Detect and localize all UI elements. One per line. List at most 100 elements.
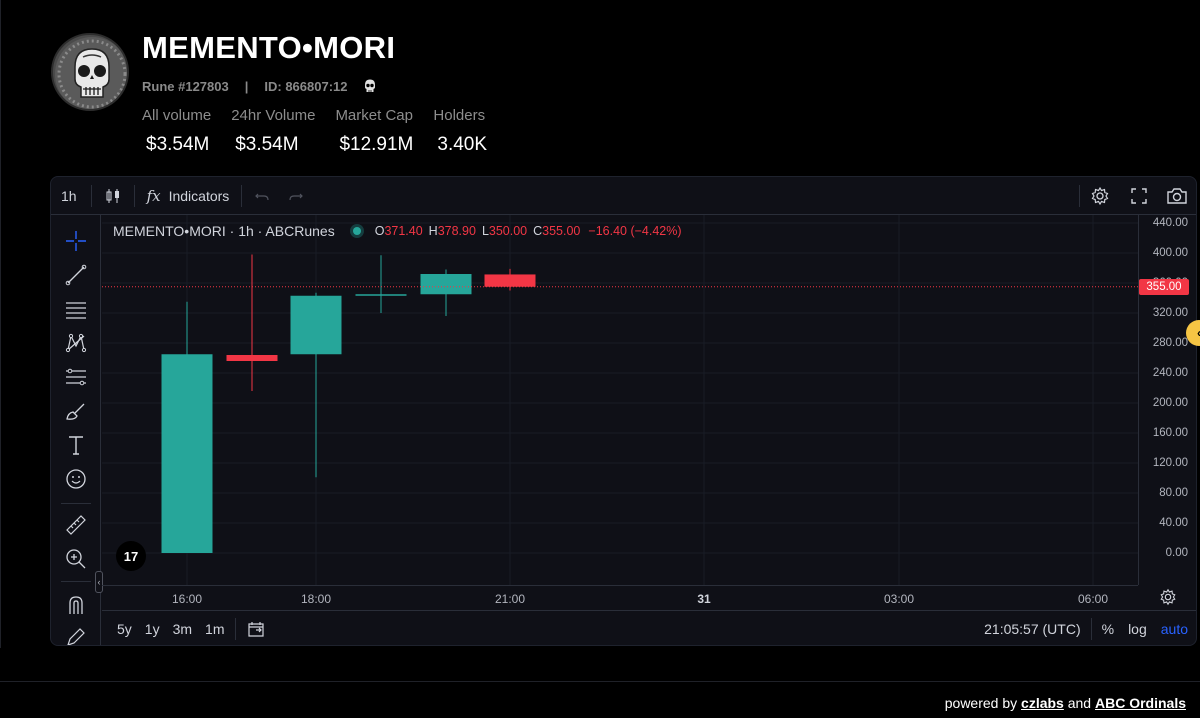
brush-tool[interactable] [64,399,88,423]
legend-close-value: 355.00 [542,224,581,238]
time-axis[interactable]: 16:00 18:00 21:00 31 03:00 06:00 [102,585,1138,609]
time-tick-label: 16:00 [171,592,203,606]
legend-low-value: 350.00 [488,224,528,238]
undo-button[interactable] [242,177,282,214]
price-tick-label: 160.00 [1152,427,1188,439]
calendar-icon [247,622,264,637]
stats-row: All volume $3.54M 24hr Volume $3.54M Mar… [142,107,507,156]
candles-icon [106,188,119,203]
price-tick-label: 280.00 [1152,337,1188,349]
projection-tool[interactable] [64,365,88,389]
redo-button[interactable] [282,177,310,214]
range-1y[interactable]: 1y [144,621,160,637]
candle-type-button[interactable] [92,177,134,214]
price-tick-label: 80.00 [1159,487,1188,499]
magnet-tool[interactable] [64,593,88,617]
axis-settings-button[interactable] [1159,588,1179,608]
price-tick-label: 0.00 [1165,547,1188,559]
toolbar-divider [241,184,243,207]
log-toggle[interactable]: log [1128,621,1147,637]
czlabs-link[interactable]: czlabs [1021,695,1064,711]
candle-body [290,295,342,355]
pattern-icon [65,333,87,353]
gear-icon [1160,588,1176,606]
rune-title: MEMENTO•MORI [142,30,396,65]
horizontal-lines-icon [66,302,86,319]
candle-body [355,294,407,296]
zoom-in-icon [66,549,86,569]
toolbar-divider [133,184,135,207]
stat-label: All volume [142,107,212,124]
legend-change: −16.40 (−4.42%) [588,224,682,238]
stat-24hr-volume: 24hr Volume $3.54M [231,107,315,156]
ruler-icon [66,515,86,535]
price-axis[interactable]: 440.00400.00360.00320.00280.00240.00200.… [1138,215,1196,585]
legend-high-label: H [428,224,438,238]
legend-close-label: C [533,224,543,238]
stat-value: $3.54M [146,134,210,155]
stat-label: Market Cap [335,107,413,124]
range-3m[interactable]: 3m [172,621,193,637]
price-tick-label: 400.00 [1152,247,1188,259]
time-tick-label: 18:00 [300,592,332,606]
pencil-lock-icon [67,628,85,645]
percent-toggle[interactable]: % [1101,621,1115,637]
collapse-toolbar-handle[interactable]: ‹ [95,571,103,593]
side-panel-toggle[interactable]: ‹ [1186,320,1200,346]
candle-body [161,354,213,553]
emoji-tool[interactable] [64,467,88,491]
interval-button[interactable]: 1h [61,187,77,204]
text-tool[interactable] [64,433,88,457]
range-5y[interactable]: 5y [117,621,132,637]
indicators-button[interactable]: fx Indicators [135,177,242,214]
range-1m[interactable]: 1m [205,621,225,637]
price-tick-label: 440.00 [1152,217,1188,229]
settings-button[interactable] [1080,177,1120,214]
tradingview-logo[interactable]: 17 [116,541,146,571]
redo-icon [289,193,304,200]
price-tick-label: 320.00 [1152,307,1188,319]
legend-open-label: O [374,224,385,238]
ruler-tool[interactable] [64,513,88,537]
time-tick-label: 21:00 [494,592,526,606]
chart-widget: 1h fx Indicators [50,176,1197,646]
rune-id: ID: 866807:12 [264,78,348,94]
crosshair-tool[interactable] [64,229,88,253]
fib-tool[interactable] [64,297,88,321]
footer-credit: powered by czlabs and ABC Ordinals [945,695,1186,711]
chart-legend: MEMENTO•MORI · 1h · ABCRunes O 371.40 H 37… [113,223,682,239]
stat-holders: Holders 3.40K [433,107,487,156]
magnet-icon [69,596,83,614]
time-tick-label: 06:00 [1077,592,1109,606]
auto-toggle[interactable]: auto [1160,621,1188,637]
pattern-tool[interactable] [64,331,88,355]
camera-icon [1167,187,1187,204]
goto-date-button[interactable] [246,619,266,639]
toolbar-divider [1079,184,1080,207]
skull-logo-icon [55,37,127,109]
stat-all-volume: All volume $3.54M [142,107,211,156]
candlestick-plot[interactable] [102,215,1138,585]
clock-time[interactable]: 21:05:57 (UTC) [984,621,1081,637]
lock-drawing-tool[interactable] [64,625,88,645]
screenshot-button[interactable] [1158,177,1196,214]
meta-separator: | [244,78,249,94]
current-price-tag: 355.00 [1139,278,1189,295]
fullscreen-button[interactable] [1120,177,1158,214]
tool-divider [61,503,91,504]
rune-number: Rune #127803 [142,78,229,94]
fx-icon: fx [146,186,161,205]
brush-icon [66,403,85,420]
fullscreen-icon [1131,187,1147,204]
zoom-tool[interactable] [64,547,88,571]
abc-ordinals-link[interactable]: ABC Ordinals [1094,695,1186,711]
footer-prefix: powered by [944,695,1018,711]
chart-toolbar: 1h fx Indicators [51,177,1196,215]
legend-symbol: MEMENTO•MORI · 1h · ABCRunes [113,223,335,239]
stat-value: 3.40K [437,134,488,155]
price-tick-label: 240.00 [1152,367,1188,379]
trendline-tool[interactable] [64,263,88,287]
smiley-icon [66,469,86,489]
legend-high-value: 378.90 [437,224,476,238]
chevron-left-icon: ‹ [1197,326,1200,340]
